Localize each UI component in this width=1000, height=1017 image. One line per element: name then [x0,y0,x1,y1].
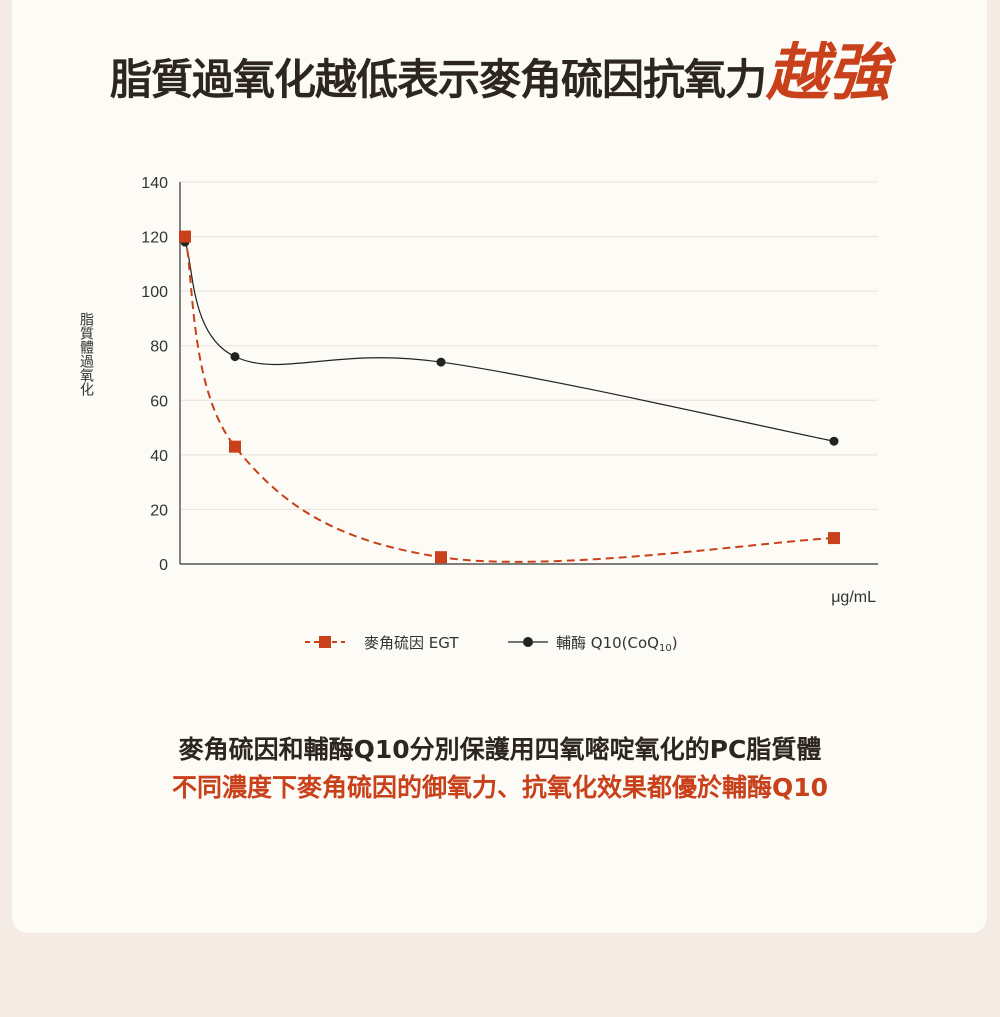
caption-line-1: 麥角硫因和輔酶Q10分別保護用四氧嘧啶氧化的PC脂質體 [178,735,822,764]
y-tick-label: 60 [150,393,168,410]
legend: 麥角硫因 EGT 輔酶 Q10(CoQ10) [305,634,678,654]
lipid-peroxidation-chart: 0 20 40 60 80 100 120 140 μg/mL 麥角硫因 EGT 輔酶 Q10(… [141,175,878,654]
page-title: 脂質過氧化越低表示麥角硫因抗氧力越強 [0,22,1000,112]
legend-coq10-swatch-marker [523,637,533,647]
series-egt-line [184,236,835,563]
series-layer [179,230,840,564]
legend-egt-label: 麥角硫因 EGT [364,634,459,652]
series-coq10-line [184,241,835,442]
y-tick-label: 120 [141,230,168,247]
title-main: 脂質過氧化越低表示麥角硫因抗氧力 [109,55,767,104]
y-tick-label: 40 [150,448,168,465]
coq10-point [230,352,240,362]
egt-point [229,440,241,453]
coq10-point [436,357,446,367]
title-accent: 越強 [766,36,891,109]
egt-point [435,551,447,564]
y-tick-label: 140 [141,175,168,192]
legend-egt-swatch-marker [319,636,331,648]
axis-layer: 0 20 40 60 80 100 120 140 [141,175,878,574]
x-unit-label: μg/mL [831,589,876,606]
egt-point [828,532,840,545]
y-tick-label: 0 [159,557,168,574]
y-tick-label: 100 [141,284,168,301]
chart-ylabel: 脂質體過氧化 [78,312,94,396]
caption-line-2: 不同濃度下麥角硫因的御氧力、抗氧化效果都優於輔酶Q10 [171,773,829,802]
grid-layer [180,181,878,510]
coq10-point [829,436,839,446]
legend-coq10-label: 輔酶 Q10(CoQ10) [556,634,678,654]
content-card [12,0,987,933]
y-tick-label: 20 [150,502,168,519]
y-tick-label: 80 [150,339,168,356]
egt-point [179,230,191,243]
